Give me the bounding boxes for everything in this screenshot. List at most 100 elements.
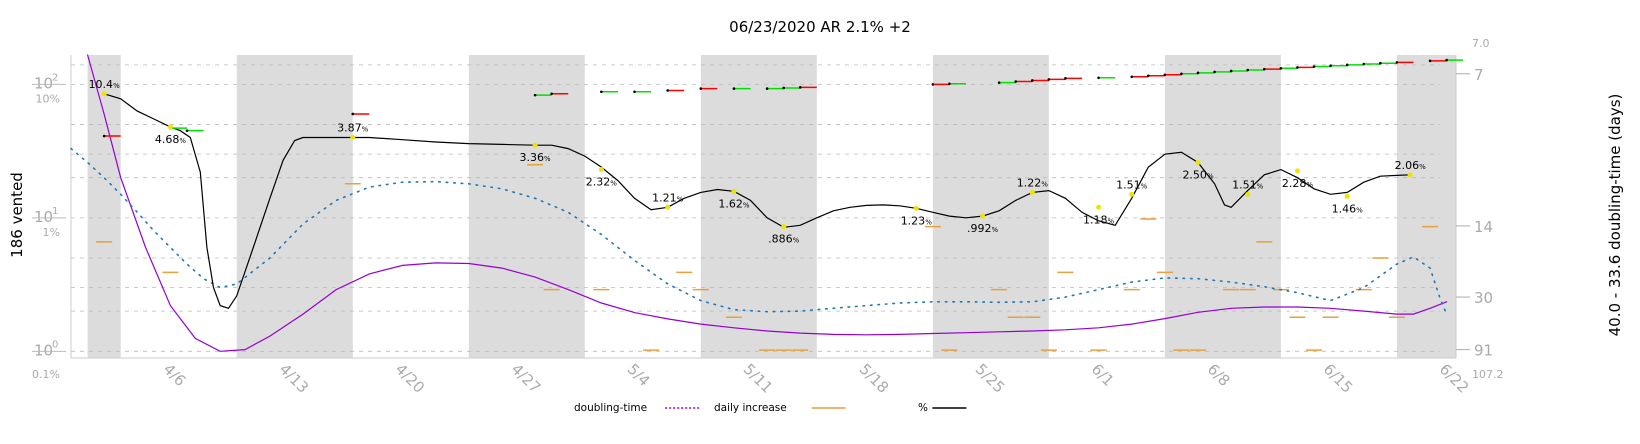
x-tick-label: 5/11 (740, 360, 777, 397)
y-tick-exponent-left: 1 (52, 206, 58, 217)
annotation-value: 4.68 (155, 133, 180, 146)
y-tick-label-right: 91 (1474, 342, 1493, 360)
annotation-suffix: % (1419, 163, 1426, 171)
annotation-marker (101, 91, 107, 97)
doubling-segment-dot (931, 83, 935, 86)
doubling-segment-dot (732, 87, 736, 90)
doubling-segment-dot (550, 92, 553, 96)
right-axis-band (1440, 55, 1456, 358)
x-tick-label: 6/15 (1320, 360, 1357, 397)
doubling-segment-dot (533, 93, 537, 97)
annotation-suffix: % (1257, 182, 1264, 190)
x-tick-label: 6/22 (1436, 360, 1473, 397)
legend-label: doubling-time (574, 402, 647, 414)
doubling-segment-dot (798, 86, 802, 89)
annotation-value: 10.4 (89, 78, 114, 91)
annotation-marker (1294, 168, 1300, 174)
annotation-suffix: % (793, 237, 800, 245)
doubling-segment-dot (1163, 73, 1167, 77)
weekend-band (700, 55, 817, 358)
weekend-band (87, 55, 121, 358)
annotation-label: 2.32% (586, 176, 618, 189)
annotation-marker (1029, 189, 1035, 195)
annotation-value: 1.46 (1332, 202, 1357, 215)
annotation-suffix: % (1306, 181, 1313, 189)
annotation-marker (913, 205, 919, 211)
annotation-marker (731, 188, 737, 194)
doubling-segment-dot (1064, 77, 1067, 80)
annotation-suffix: % (743, 201, 750, 209)
annotation-value: 2.06 (1395, 159, 1420, 172)
annotation-value: 1.23 (901, 214, 926, 227)
annotation-label: 1.21% (652, 191, 684, 204)
annotation-suffix: % (544, 155, 551, 163)
doubling-segment-dot (1229, 69, 1233, 73)
weekend-band (1164, 55, 1281, 358)
y-axis-label-left: 186 vented (8, 172, 26, 258)
doubling-segment-dot (1345, 63, 1349, 67)
annotation-marker (980, 213, 986, 219)
annotation-suffix: % (113, 82, 120, 90)
x-tick-label: 5/4 (624, 360, 654, 390)
doubling-segment-dot (1047, 78, 1051, 81)
annotation-label: 1.51% (1116, 178, 1148, 191)
annotation-suffix: % (362, 125, 369, 133)
annotation-marker (598, 167, 604, 173)
doubling-segment-dot (185, 129, 189, 132)
doubling-segment-dot (765, 87, 769, 90)
annotation-label: 3.36% (519, 151, 551, 164)
x-tick-label: 6/8 (1204, 360, 1234, 390)
x-tick-label: 4/20 (392, 360, 429, 397)
annotation-label: 2.28% (1282, 177, 1314, 190)
weekend-band (932, 55, 1049, 358)
doubling-segment-dot (1279, 66, 1283, 70)
y-tick-label-right: 14 (1474, 218, 1493, 236)
weekend-band (468, 55, 585, 358)
x-tick-label: 4/13 (276, 360, 313, 397)
legend-label: daily increase (714, 402, 787, 414)
y-axis-label-right: 40.0 - 33.6 doubling-time (days) (1606, 94, 1624, 337)
annotation-suffix: % (1141, 182, 1148, 190)
annotation-marker (1096, 204, 1102, 210)
annotation-marker (1344, 193, 1350, 199)
annotation-marker (350, 134, 356, 140)
doubling-segment-dot (1130, 75, 1134, 79)
doubling-segment-dot (1014, 80, 1018, 83)
right-extra-label: 107.2 (1472, 368, 1504, 381)
x-tick-label: 5/18 (856, 360, 893, 397)
grid (71, 64, 1440, 352)
doubling-segment-dot (666, 89, 669, 92)
annotation-value: 3.87 (337, 121, 362, 134)
series-line-trend (70, 147, 1448, 315)
annotation-label: 2.50% (1182, 168, 1214, 181)
annotation-value: 1.51 (1232, 178, 1257, 191)
annotation-value: 1.18 (1083, 213, 1108, 226)
annotation-suffix: % (1108, 217, 1115, 225)
pct-tick-label-left: 10% (36, 92, 60, 105)
annotation-value: 1.22 (1017, 176, 1042, 189)
legend-label: % (918, 402, 928, 414)
annotation-suffix: % (925, 218, 932, 226)
doubling-segment-dot (997, 81, 1001, 84)
annotation-value: 1.62 (718, 197, 743, 210)
x-tick-label: 4/27 (508, 360, 545, 397)
doubling-segment-dot (1147, 74, 1150, 78)
annotation-label: 1.23% (901, 214, 933, 227)
annotation-value: 2.28 (1282, 177, 1307, 190)
annotation-label: 4.68% (155, 133, 187, 146)
x-tick-label: 4/6 (160, 360, 190, 390)
x-tick-label: 6/1 (1088, 360, 1118, 390)
weekend-band (236, 55, 353, 358)
annotation-marker (1195, 159, 1201, 165)
doubling-segment-dot (1097, 76, 1100, 80)
doubling-segment-dot (1445, 58, 1448, 62)
annotation-value: .992 (967, 222, 992, 235)
y-tick-exponent-left: 2 (52, 72, 58, 83)
daily-increase-bars (96, 163, 1439, 351)
doubling-segment-dot (1379, 61, 1382, 65)
pct-tick-label-left: 1% (43, 226, 60, 239)
annotation-suffix: % (991, 226, 998, 234)
series-line-doublingtime (87, 54, 1448, 352)
y-tick-label-right: 30 (1474, 289, 1493, 307)
